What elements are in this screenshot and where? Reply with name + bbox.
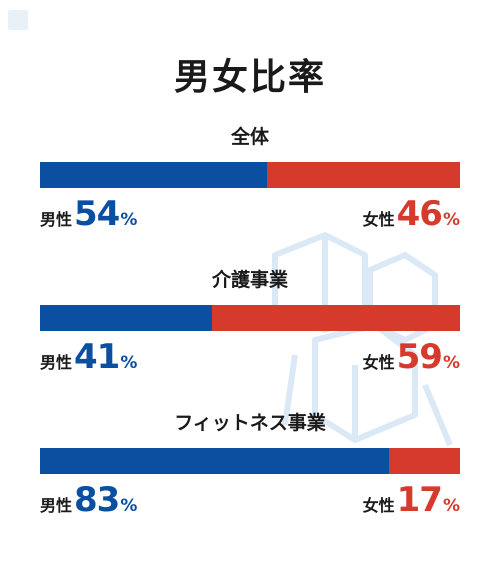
- section-title: フィットネス事業: [174, 412, 326, 434]
- ratio-section-fitness: フィットネス事業 男性 83 % 女性 17 %: [40, 408, 460, 524]
- female-bar-segment: [388, 448, 460, 474]
- female-percent-value: 17: [396, 480, 443, 520]
- section-title: 介護事業: [211, 269, 288, 291]
- male-gender-label: 男性: [40, 210, 73, 229]
- male-bar-segment: [40, 448, 389, 474]
- female-percent-unit: %: [442, 353, 460, 373]
- male-label: 男性 54 %: [40, 194, 137, 234]
- female-percent-unit: %: [442, 496, 460, 516]
- female-bar-segment: [266, 162, 460, 188]
- male-gender-label: 男性: [40, 353, 73, 372]
- female-label: 女性 59 %: [363, 337, 460, 377]
- male-percent-value: 54: [74, 194, 120, 234]
- female-gender-label: 女性: [362, 353, 395, 372]
- ratio-section-care: 介護事業 男性 41 % 女性 59 %: [40, 265, 460, 381]
- corner-marker: [8, 10, 28, 30]
- female-gender-label: 女性: [362, 210, 395, 229]
- female-bar-segment: [212, 305, 460, 331]
- male-label: 男性 83 %: [40, 480, 137, 520]
- female-percent-value: 46: [396, 194, 443, 234]
- female-gender-label: 女性: [362, 496, 395, 515]
- male-percent-unit: %: [120, 353, 138, 373]
- female-percent-unit: %: [442, 210, 460, 230]
- page-title: 男女比率: [173, 57, 326, 98]
- male-percent-value: 83: [74, 480, 120, 520]
- ratio-bar: [40, 305, 460, 331]
- ratio-bar: [40, 448, 460, 474]
- ratio-bar: [40, 162, 460, 188]
- female-percent-value: 59: [396, 337, 443, 377]
- female-label: 女性 17 %: [363, 480, 460, 520]
- male-percent-unit: %: [120, 496, 138, 516]
- ratio-section-overall: 全体 男性 54 % 女性 46 %: [40, 122, 460, 238]
- male-percent-unit: %: [120, 210, 138, 230]
- male-bar-segment: [40, 162, 267, 188]
- male-label: 男性 41 %: [40, 337, 137, 377]
- male-gender-label: 男性: [40, 496, 73, 515]
- male-bar-segment: [40, 305, 213, 331]
- female-label: 女性 46 %: [363, 194, 460, 234]
- section-title: 全体: [230, 126, 269, 148]
- male-percent-value: 41: [74, 337, 120, 377]
